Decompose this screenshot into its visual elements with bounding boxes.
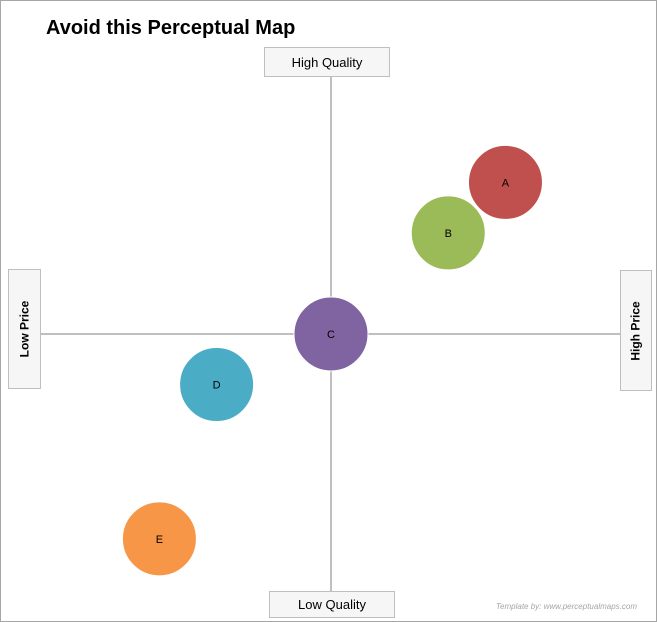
- axis-label-low-price-text: Low Price: [17, 300, 32, 358]
- axis-label-high-quality: High Quality: [264, 47, 390, 77]
- axis-label-low-quality-text: Low Quality: [298, 597, 366, 612]
- bubble-a: [467, 144, 543, 220]
- bubble-b: [410, 195, 486, 271]
- bubble-label-d: D: [213, 380, 221, 392]
- axis-label-high-price-text: High Price: [629, 300, 644, 361]
- bubble-d: [179, 347, 255, 423]
- bubble-e: [121, 501, 197, 577]
- axis-label-high-price: High Price: [620, 270, 652, 391]
- bubble-c: [293, 296, 369, 372]
- chart-title: Avoid this Perceptual Map: [46, 17, 296, 39]
- axis-label-low-quality: Low Quality: [269, 591, 395, 618]
- axis-label-high-quality-text: High Quality: [291, 54, 363, 70]
- bubble-label-c: C: [327, 329, 335, 341]
- axis-label-low-price: Low Price: [8, 269, 41, 389]
- bubble-label-a: A: [502, 177, 510, 189]
- watermark: Template by: www.perceptualmaps.com: [495, 602, 637, 611]
- bubble-group: A B C D E: [121, 144, 543, 577]
- bubble-label-e: E: [156, 534, 163, 546]
- bubble-label-b: B: [445, 228, 452, 240]
